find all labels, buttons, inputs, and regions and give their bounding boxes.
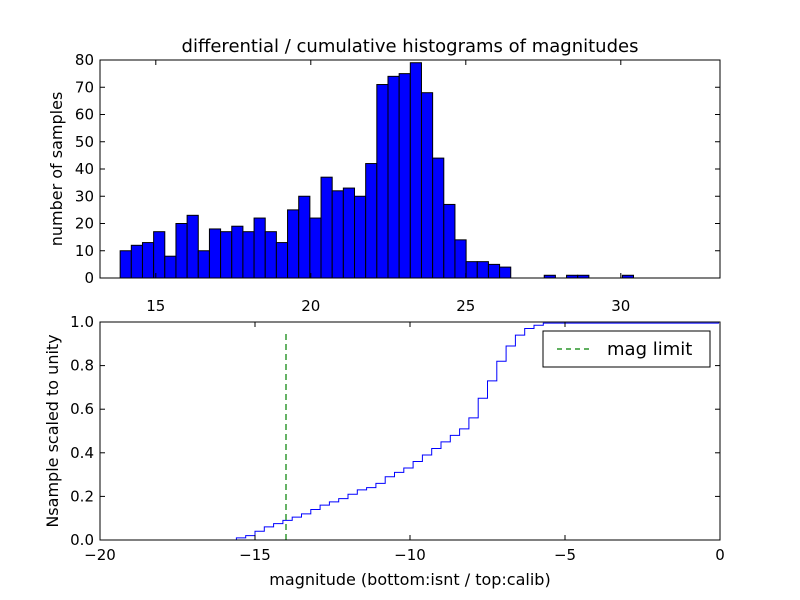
x-tick-label: −5: [554, 546, 576, 564]
histogram-bar: [342, 187, 356, 279]
y-tick-label: 10: [75, 242, 94, 260]
y-tick-label: 0.8: [70, 357, 94, 375]
cumulative-x-ticks: −20 −15 −10 −5 0: [84, 322, 725, 564]
y-tick-label: 60: [75, 106, 94, 124]
y-tick-label: 0.2: [70, 487, 94, 505]
legend: mag limit: [542, 330, 711, 368]
cumulative-y-axis-label: Nsample scaled to unity: [43, 334, 62, 527]
cumulative-lines: [100, 321, 720, 541]
histogram-x-ticks: 15 20 25 30: [146, 60, 630, 315]
histogram-bar: [354, 195, 367, 279]
histogram-bar: [242, 231, 255, 279]
histogram-bar: [376, 84, 389, 279]
x-tick-label: −15: [239, 546, 271, 564]
histogram-bar: [320, 176, 333, 279]
histogram-bar: [432, 157, 445, 279]
histogram-bar: [309, 217, 322, 279]
x-axis-label: magnitude (bottom:isnt / top:calib): [269, 570, 550, 589]
histogram-bar: [231, 225, 244, 279]
y-tick-label: 50: [75, 133, 94, 151]
histogram-bar: [387, 75, 400, 279]
histogram-bar: [365, 163, 378, 279]
histogram-bar: [331, 190, 344, 279]
y-tick-label: 0.4: [70, 444, 94, 462]
histogram-bar: [476, 261, 489, 279]
y-tick-label: 80: [75, 51, 94, 69]
histogram-bar: [119, 250, 132, 279]
y-tick-label: 0: [84, 269, 94, 287]
chart-title: differential / cumulative histograms of …: [182, 36, 639, 57]
histogram-bar: [208, 228, 222, 279]
x-tick-label: 0: [715, 546, 725, 564]
histogram-bar: [197, 250, 210, 279]
histogram-bar: [153, 231, 166, 279]
y-tick-label: 30: [75, 187, 94, 205]
x-tick-label: 20: [301, 297, 320, 315]
histogram-bar: [220, 231, 233, 279]
y-tick-label: 20: [75, 215, 94, 233]
cumulative-axes: 0.0 0.2 0.4 0.6 0.8 1.0 −20 −15 −10 −5 0 magnitud…: [43, 313, 725, 589]
histogram-bar: [275, 242, 289, 279]
histogram-bar: [141, 242, 155, 279]
histogram-bar: [409, 62, 422, 279]
legend-label-mag-limit: mag limit: [607, 339, 692, 360]
histogram-bar: [398, 73, 411, 279]
x-tick-label: 15: [146, 297, 165, 315]
histogram-bar: [454, 239, 467, 279]
y-tick-label: 40: [75, 160, 94, 178]
y-tick-label: 70: [75, 78, 94, 96]
x-tick-label: 30: [611, 297, 630, 315]
histogram-bar: [499, 266, 512, 279]
histogram-bar: [443, 203, 456, 279]
histogram-bar: [186, 214, 199, 279]
histogram-y-axis-label: number of samples: [47, 92, 66, 247]
y-tick-label: 0.6: [70, 400, 94, 418]
histogram-bar: [175, 223, 188, 279]
histogram-y-ticks: 0 10 20 30 40 50 60 70 80: [75, 51, 720, 287]
histogram-bar: [487, 263, 501, 279]
histogram-bar: [420, 92, 434, 279]
histogram-bar: [465, 261, 478, 279]
histogram-bar: [253, 217, 266, 279]
cumulative-y-ticks: 0.0 0.2 0.4 0.6 0.8 1.0: [70, 313, 720, 549]
histogram-bars: [119, 62, 635, 279]
histogram-bar: [298, 195, 311, 279]
histogram-bar: [264, 231, 277, 279]
x-tick-label: −20: [84, 546, 116, 564]
x-tick-label: −10: [394, 546, 426, 564]
histogram-bar: [287, 209, 300, 279]
cumulative-step-line: [100, 321, 720, 541]
x-tick-label: 25: [456, 297, 475, 315]
y-tick-label: 0.0: [70, 531, 94, 549]
histogram-bar: [130, 244, 143, 279]
y-tick-label: 1.0: [70, 313, 94, 331]
histogram-bar: [164, 255, 177, 279]
histogram-axes: differential / cumulative histograms of …: [47, 36, 721, 315]
